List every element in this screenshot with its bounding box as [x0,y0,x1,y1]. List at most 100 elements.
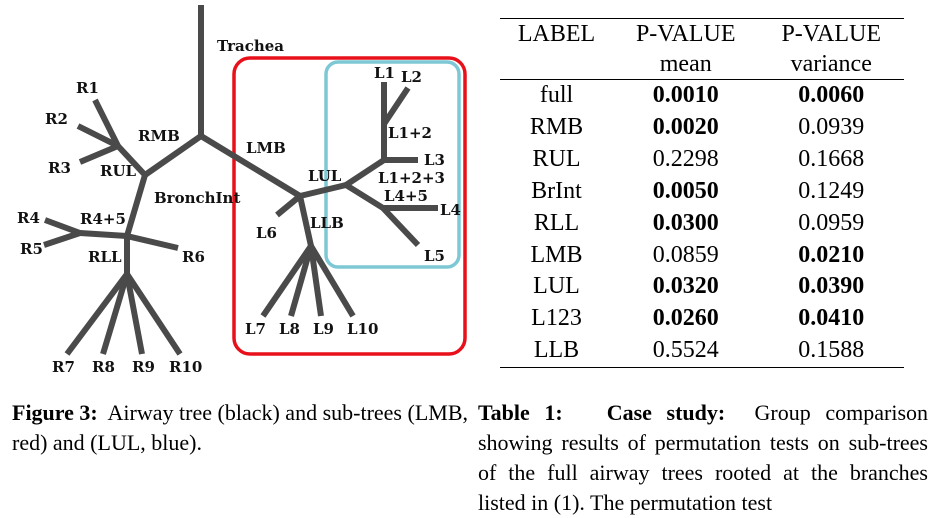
label-r10: R10 [169,358,202,376]
branch-r3 [78,143,120,165]
pvalue-variance-cell: 0.0390 [798,273,865,300]
pvalue-variance-cell: 0.1249 [798,177,865,204]
header-pvalue-mean: P-VALUE [635,21,736,47]
label-cell: LUL [533,273,580,300]
label-cell: BrInt [531,177,582,204]
table-subheader-row: mean variance [500,49,904,80]
label-r7: R7 [52,358,75,376]
pvalue-variance-cell: 0.0410 [798,305,865,332]
label-l5: L5 [424,247,445,265]
pvalue-mean-cell: 0.0300 [652,209,719,236]
label-r45: R4+5 [80,210,126,228]
lul-subtree-box [324,60,461,269]
table-header-row: LABEL P-VALUE P-VALUE [500,18,904,50]
header-label: LABEL [517,21,596,47]
figure-caption-text: Airway tree (black) and sub-trees (LMB, … [12,400,468,455]
airway-tree-labels: Trachea RMB LMB BronchInt RUL R1 R2 R3 R… [17,37,461,376]
pvalue-variance-cell: 0.0939 [798,113,865,140]
label-rmb: RMB [138,127,180,145]
table-body: full 0.0010 0.0060 RMB 0.0020 0.0939 RUL 0.2298… [500,79,904,368]
pvalue-mean-cell: 0.0010 [652,82,719,108]
table-row: RUL 0.2298 0.1668 [500,144,904,176]
label-l4: L4 [440,201,461,219]
pvalue-mean-cell: 0.0859 [652,241,719,268]
label-l1: L1 [374,64,395,82]
label-l2: L2 [401,68,422,86]
label-rul: RUL [100,162,137,180]
branch-rul [115,143,148,178]
label-r9: R9 [132,358,155,376]
branch-l10 [308,244,356,318]
pvalue-variance-cell: 0.1588 [798,337,865,364]
branch-r6 [126,233,179,251]
pvalue-variance-cell: 0.0060 [798,82,865,108]
table-caption-label: Table 1: [478,400,563,425]
table-row: RMB 0.0020 0.0939 [500,112,904,144]
pvalue-mean-cell: 0.5524 [652,337,719,364]
label-l12: L1+2 [388,124,432,142]
branch-r45 [79,230,128,239]
pvalue-variance-cell: 0.0959 [798,209,865,236]
subheader-variance: variance [790,51,872,77]
table-row: LUL 0.0320 0.0390 [500,271,904,303]
branch-r8 [100,273,130,355]
table-row: LMB 0.0859 0.0210 [500,240,904,272]
branch-l8 [288,245,314,317]
table-caption: Table 1: Case study: Group comparison sh… [478,398,928,518]
label-l8: L8 [279,320,300,338]
branch-llb [297,195,314,247]
label-bronchint: BronchInt [154,189,240,207]
branch-rmb [143,133,203,178]
label-cell: RUL [532,145,581,172]
label-l7: L7 [245,320,266,338]
label-cell: RMB [529,113,584,140]
table-row: L123 0.0260 0.0410 [500,303,904,335]
label-r5: R5 [20,240,43,258]
figure-caption: Figure 3: Airway tree (black) and sub-tr… [12,398,468,458]
branch-l9 [308,245,324,317]
table-caption-title: Case study: [606,400,726,425]
branch-l45 [344,182,385,211]
label-cell: LLB [533,337,580,364]
pvalue-mean-cell: 0.0260 [652,305,719,332]
pvalue-mean-cell: 0.0320 [652,273,719,300]
table-row: full 0.0010 0.0060 [500,79,904,112]
label-l9: L9 [313,320,334,338]
branch-r5 [43,230,81,248]
airway-tree-branches [43,5,438,356]
label-l45: L4+5 [384,187,428,205]
pvalue-variance-cell: 0.0210 [798,241,865,268]
label-r6: R6 [182,248,205,266]
table-caption-text: Group comparison showing results of perm… [478,400,929,515]
label-r3: R3 [48,159,71,177]
branch-r2 [76,123,120,149]
pvalue-variance-cell: 0.1668 [798,145,865,172]
label-lul: LUL [308,167,342,185]
branch-l123 [344,157,386,188]
header-pvalue-variance: P-VALUE [781,21,882,47]
branch-l5 [380,205,421,248]
branch-r7 [64,272,130,356]
label-lmb: LMB [246,139,286,157]
branch-bronchint [124,174,148,237]
subheader-mean: mean [659,51,712,77]
figure-caption-label: Figure 3: [12,400,98,425]
label-cell: RLL [533,209,580,236]
label-cell: full [539,82,574,108]
pvalue-mean-cell: 0.0020 [652,113,719,140]
branch-lul [299,182,347,199]
label-l123: L1+2+3 [378,169,445,187]
label-trachea: Trachea [217,37,284,55]
branch-lmb [199,133,302,199]
label-l3: L3 [424,151,445,169]
branch-r1 [92,98,121,148]
lmb-subtree-box [232,56,467,356]
table-row: RLL 0.0300 0.0959 [500,208,904,240]
label-r8: R8 [92,358,115,376]
branch-l7 [260,244,314,318]
branch-l2 [381,86,411,126]
results-table: LABEL P-VALUE P-VALUE mean variance full… [500,18,904,368]
label-llb: LLB [310,214,344,232]
table-row: BrInt 0.0050 0.1249 [500,176,904,208]
label-r2: R2 [45,110,68,128]
